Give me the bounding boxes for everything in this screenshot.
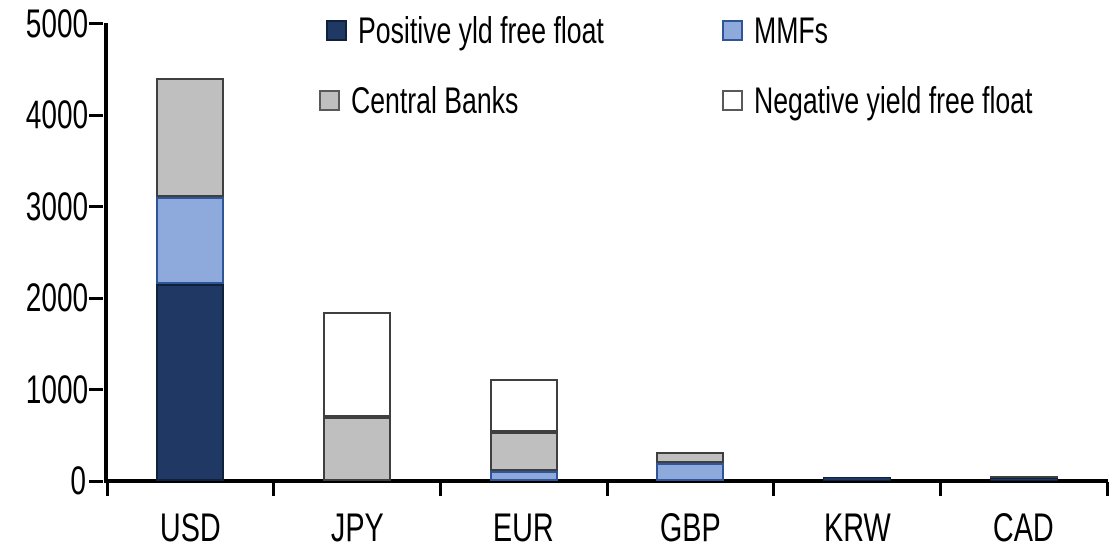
legend-swatch-mmfs: [722, 19, 743, 41]
y-axis-line: [104, 23, 108, 483]
legend-label: MMFs: [754, 9, 828, 51]
y-axis-tick: [89, 22, 103, 25]
bar-segment-jpy-negative-yield-free-float: [323, 311, 391, 417]
bar-segment-gbp-mmfs: [656, 462, 725, 481]
legend-item-mmfs: MMFs: [722, 9, 857, 51]
x-axis-tick: [772, 482, 776, 496]
x-category-label-gbp: GBP: [659, 506, 721, 550]
legend-item-negative-yield-free-float: Negative yield free float: [722, 79, 1109, 121]
bar-segment-cad-positive-yld-free-float: [989, 477, 1058, 481]
bar-segment-eur-mmfs: [489, 470, 558, 481]
bar-segment-eur-central-banks: [489, 431, 558, 471]
legend-item-positive-yld-free-float: Positive yld free float: [326, 9, 699, 51]
x-category-label-cad: CAD: [993, 506, 1055, 550]
legend-item-central-banks: Central Banks: [319, 79, 583, 121]
y-axis-tick: [89, 205, 103, 208]
x-axis-line: [104, 479, 1108, 483]
y-axis-tick: [89, 388, 103, 391]
y-tick-label: 3000: [25, 184, 89, 229]
legend-swatch-negative-yield-free-float: [722, 89, 743, 111]
y-tick-label: 4000: [25, 93, 89, 137]
x-axis-tick: [272, 482, 276, 496]
legend-label: Positive yld free float: [358, 9, 604, 51]
x-axis-tick: [1105, 482, 1109, 496]
y-axis-tick: [89, 296, 103, 300]
y-tick-label: 2000: [25, 276, 89, 320]
y-tick-label: 0: [70, 459, 86, 503]
y-axis-tick: [89, 113, 103, 117]
x-category-label-eur: EUR: [493, 506, 555, 550]
x-axis-tick: [105, 482, 109, 496]
y-tick-label: 1000: [25, 367, 89, 412]
legend-swatch-positive-yld-free-float: [326, 19, 347, 41]
bar-segment-cad-central-banks: [989, 475, 1058, 478]
x-category-label-jpy: JPY: [330, 506, 384, 550]
x-axis-tick: [438, 482, 442, 496]
bar-segment-usd-positive-yld-free-float: [156, 284, 225, 481]
bar-segment-usd-central-banks: [156, 78, 225, 198]
x-category-label-usd: USD: [159, 506, 221, 550]
bar-segment-gbp-central-banks: [656, 451, 725, 463]
bar-segment-krw-positive-yld-free-float: [823, 477, 891, 481]
x-axis-tick: [938, 482, 942, 496]
y-tick-label: 5000: [25, 1, 89, 46]
x-category-label-krw: KRW: [823, 506, 891, 550]
bar-segment-jpy-central-banks: [323, 416, 391, 481]
legend-label: Central Banks: [351, 79, 519, 121]
x-axis-tick: [605, 482, 609, 496]
legend-swatch-central-banks: [319, 89, 340, 111]
bar-segment-eur-negative-yield-free-float: [489, 378, 558, 432]
y-axis-tick: [89, 479, 103, 483]
bar-segment-usd-mmfs: [156, 197, 225, 285]
legend-label: Negative yield free float: [754, 79, 1033, 121]
